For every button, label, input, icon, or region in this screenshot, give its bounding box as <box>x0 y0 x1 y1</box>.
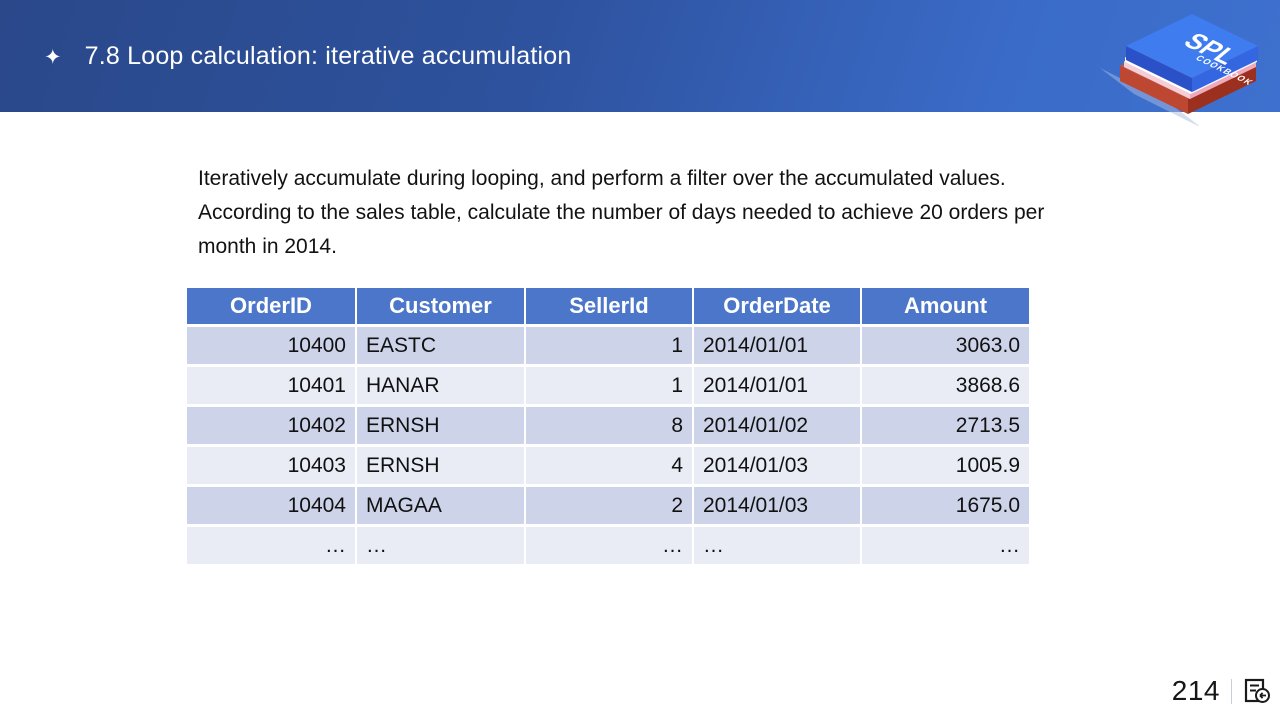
header-content: ✦ 7.8 Loop calculation: iterative accumu… <box>44 0 571 112</box>
cell-amount: 2713.5 <box>862 407 1029 444</box>
body-line-2: According to the sales table, calculate … <box>198 201 1045 224</box>
table-row-ellipsis: … … … … … <box>187 527 1029 564</box>
cell-amount: … <box>862 527 1029 564</box>
spl-cookbook-logo: SPL COOKBOOK <box>1100 14 1258 126</box>
pages-pink-side <box>1190 61 1256 99</box>
cell-orderid: … <box>187 527 355 564</box>
cell-sellerid: 4 <box>526 447 692 484</box>
page-number: 214 <box>1171 675 1220 706</box>
table-header-row: OrderID Customer SellerId OrderDate Amou… <box>187 288 1029 324</box>
table-row: 10404 MAGAA 2 2014/01/03 1675.0 <box>187 487 1029 524</box>
cell-customer: HANAR <box>357 367 524 404</box>
table-row: 10402 ERNSH 8 2014/01/02 2713.5 <box>187 407 1029 444</box>
cell-sellerid: 1 <box>526 367 692 404</box>
cell-sellerid: … <box>526 527 692 564</box>
col-header-customer: Customer <box>357 288 524 324</box>
pages-pink-front <box>1124 61 1190 99</box>
cell-customer: … <box>357 527 524 564</box>
cell-sellerid: 1 <box>526 327 692 364</box>
cell-orderid: 10403 <box>187 447 355 484</box>
blue-book-side <box>1192 46 1258 92</box>
cell-orderid: 10400 <box>187 327 355 364</box>
col-header-amount: Amount <box>862 288 1029 324</box>
cell-customer: MAGAA <box>357 487 524 524</box>
cell-sellerid: 2 <box>526 487 692 524</box>
cell-amount: 1005.9 <box>862 447 1029 484</box>
cell-customer: ERNSH <box>357 407 524 444</box>
cell-sellerid: 8 <box>526 407 692 444</box>
footer: 214 <box>1172 675 1271 707</box>
sales-table: OrderID Customer SellerId OrderDate Amou… <box>185 285 1031 567</box>
cell-orderid: 10404 <box>187 487 355 524</box>
red-book-front <box>1120 66 1188 114</box>
body-paragraph: Iteratively accumulate during looping, a… <box>198 162 1044 264</box>
col-header-orderdate: OrderDate <box>694 288 860 324</box>
body-line-3: month in 2014. <box>198 235 337 258</box>
cell-amount: 3868.6 <box>862 367 1029 404</box>
cell-customer: ERNSH <box>357 447 524 484</box>
cell-orderdate: … <box>694 527 860 564</box>
page-title: 7.8 Loop calculation: iterative accumula… <box>84 41 572 70</box>
sparkle-bullet-icon: ✦ <box>44 45 62 69</box>
cell-customer: EASTC <box>357 327 524 364</box>
table-row: 10403 ERNSH 4 2014/01/03 1005.9 <box>187 447 1029 484</box>
cell-orderdate: 2014/01/03 <box>694 487 860 524</box>
cell-amount: 3063.0 <box>862 327 1029 364</box>
cell-orderid: 10402 <box>187 407 355 444</box>
footer-divider <box>1231 678 1232 704</box>
header-band: ✦ 7.8 Loop calculation: iterative accumu… <box>0 0 1280 112</box>
col-header-orderid: OrderID <box>187 288 355 324</box>
cell-amount: 1675.0 <box>862 487 1029 524</box>
cell-orderid: 10401 <box>187 367 355 404</box>
blue-book-front <box>1126 46 1192 92</box>
body-line-1: Iteratively accumulate during looping, a… <box>198 167 1006 190</box>
table-row: 10401 HANAR 1 2014/01/01 3868.6 <box>187 367 1029 404</box>
cell-orderdate: 2014/01/02 <box>694 407 860 444</box>
blue-book-top <box>1126 14 1258 78</box>
table-row: 10400 EASTC 1 2014/01/01 3063.0 <box>187 327 1029 364</box>
red-book-side <box>1188 66 1256 114</box>
col-header-sellerid: SellerId <box>526 288 692 324</box>
back-to-contents-icon[interactable] <box>1243 677 1271 705</box>
cell-orderdate: 2014/01/03 <box>694 447 860 484</box>
cell-orderdate: 2014/01/01 <box>694 327 860 364</box>
cell-orderdate: 2014/01/01 <box>694 367 860 404</box>
